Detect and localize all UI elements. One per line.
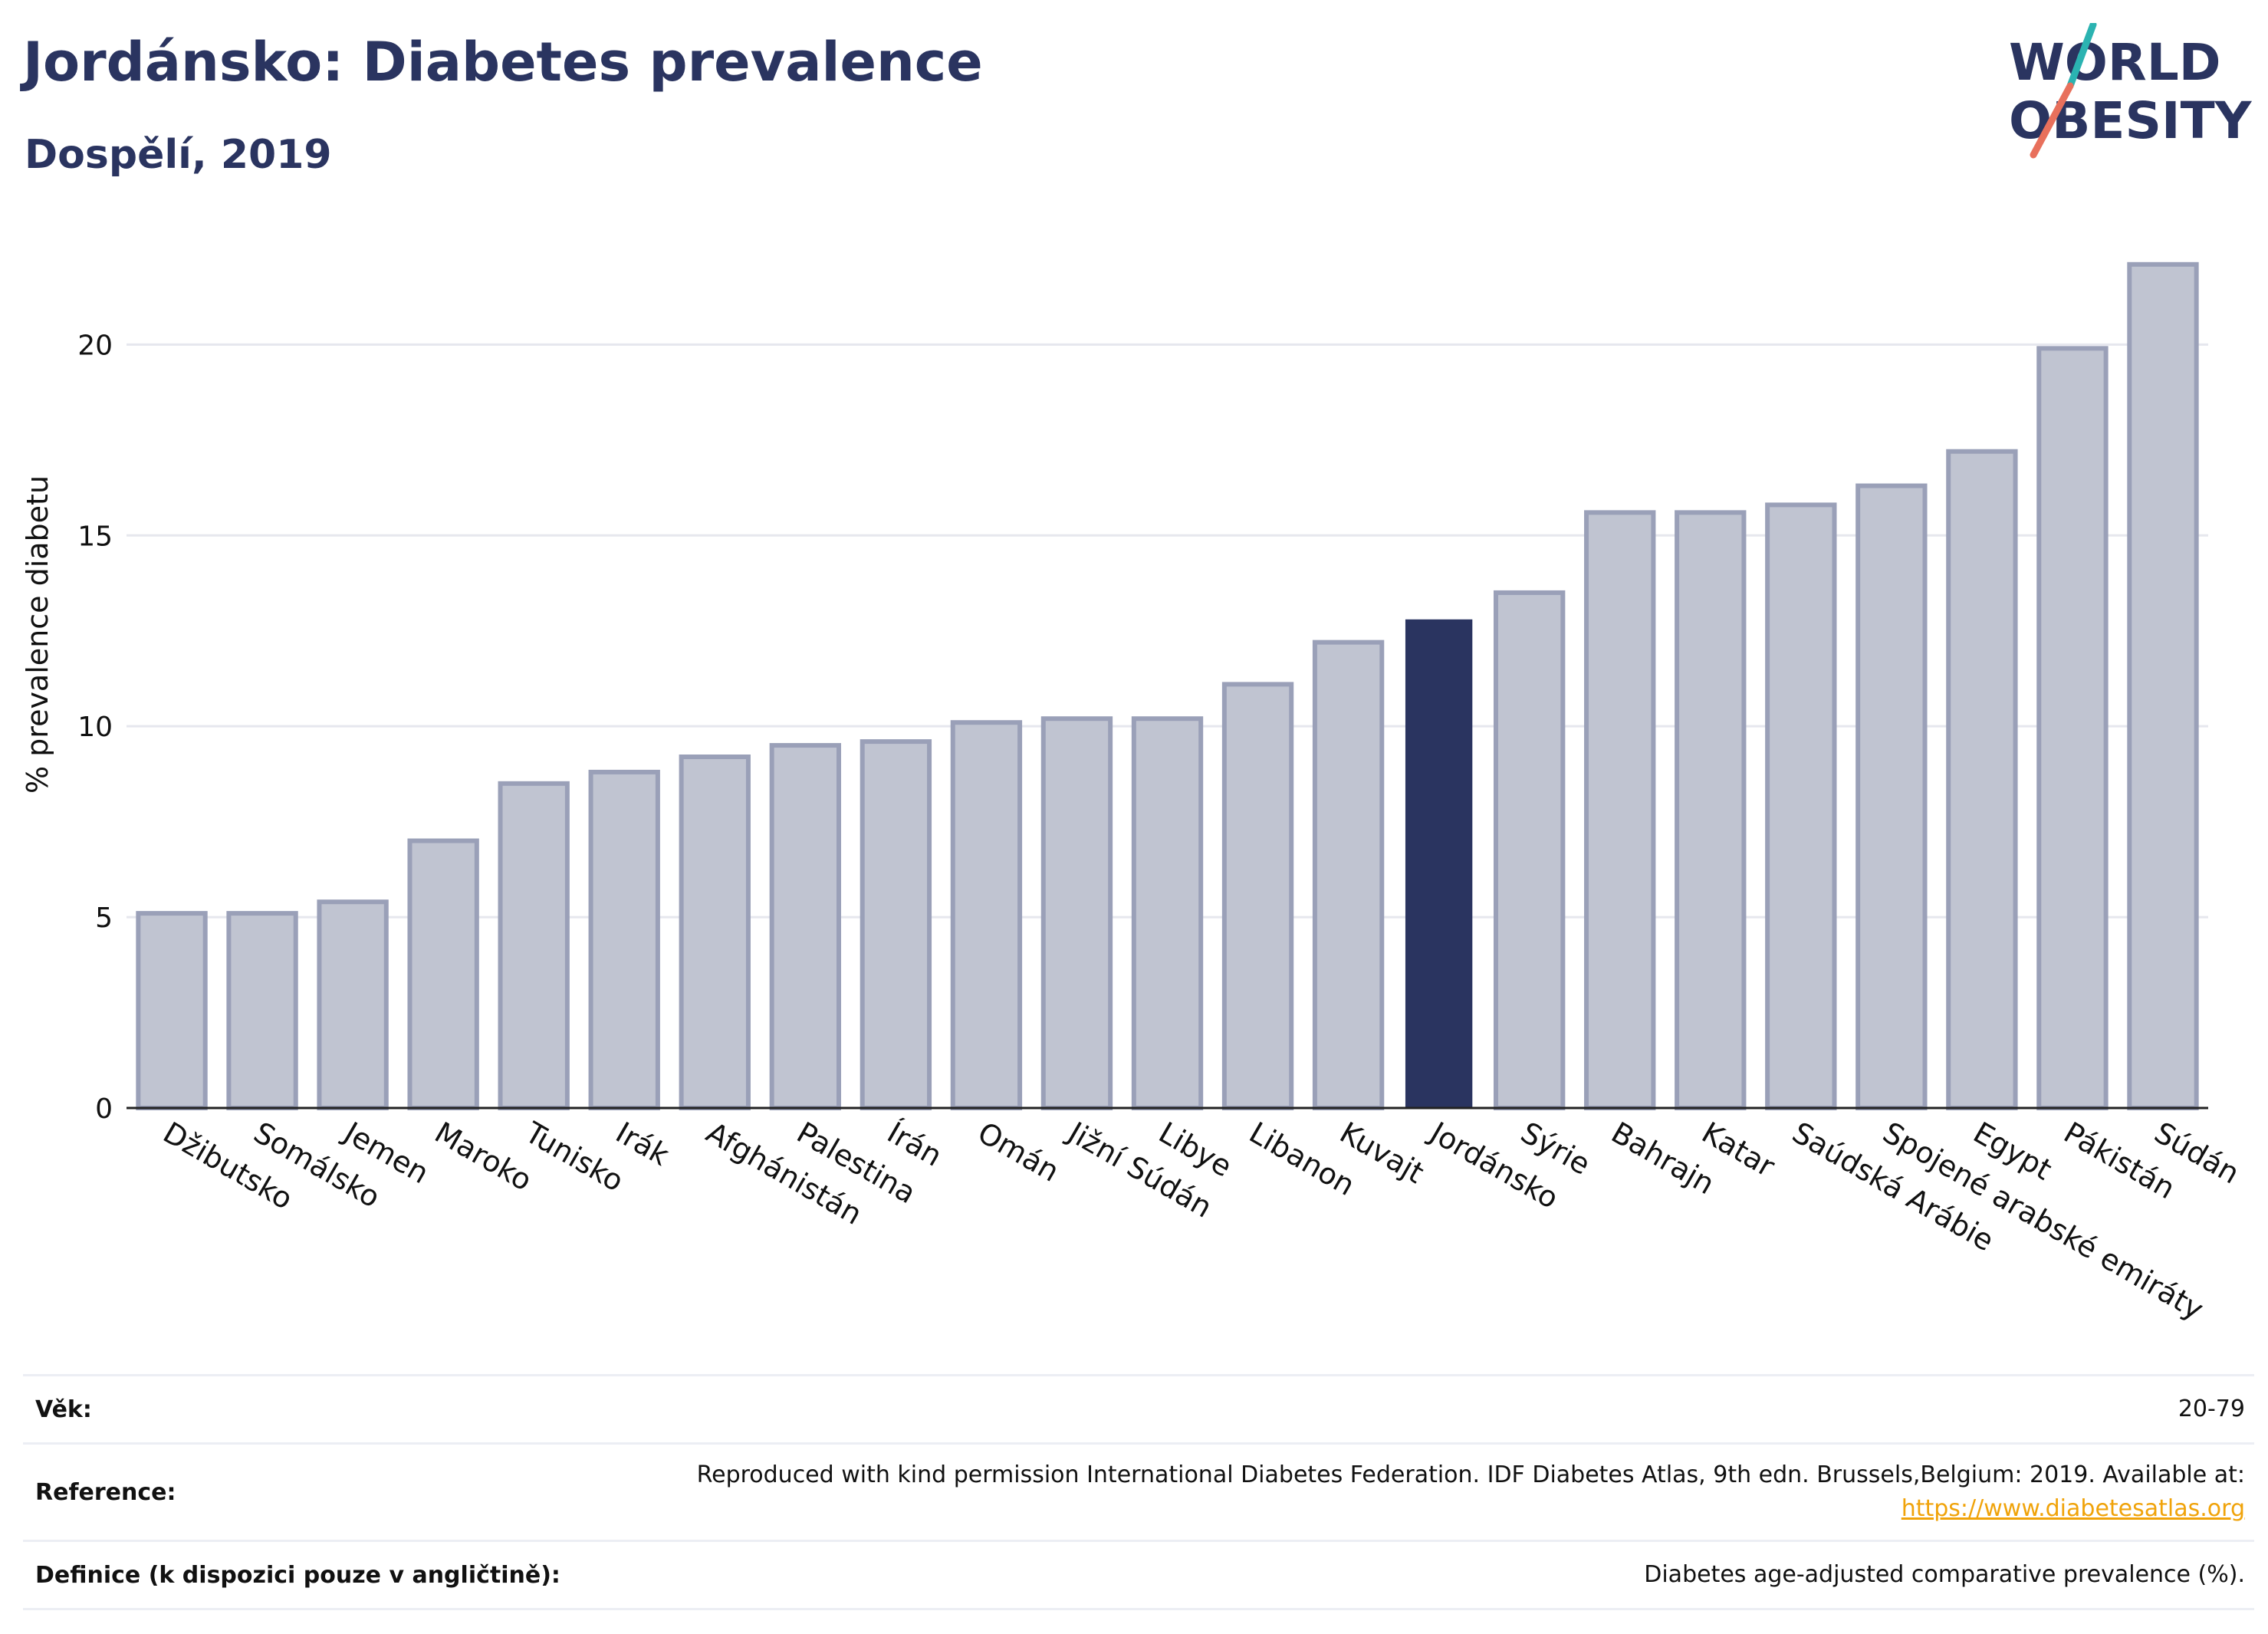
bar-17 bbox=[1675, 510, 1747, 1110]
bar-12 bbox=[1221, 682, 1294, 1110]
x-tick-label: Bahrajn bbox=[1606, 1116, 1720, 1202]
logo-slash-teal bbox=[2066, 23, 2097, 90]
definition-label: Definice (k dispozici pouze v angličtině… bbox=[23, 1540, 597, 1610]
bar-3 bbox=[407, 838, 479, 1110]
reference-value: Reproduced with kind permission Internat… bbox=[596, 1442, 2254, 1542]
bar-11 bbox=[1131, 716, 1204, 1111]
y-tick-label: 20 bbox=[77, 330, 113, 361]
bar-19 bbox=[1855, 483, 1928, 1110]
info-row-reference: Reference: Reproduced with kind permissi… bbox=[23, 1442, 2254, 1542]
bar-4 bbox=[498, 781, 570, 1110]
bar-16 bbox=[1584, 510, 1656, 1110]
bar-22 bbox=[2127, 261, 2199, 1111]
bar-10 bbox=[1040, 716, 1113, 1111]
chart-subtitle: Dospělí, 2019 bbox=[25, 132, 332, 178]
y-tick-label: 15 bbox=[77, 521, 113, 552]
reference-label: Reference: bbox=[23, 1442, 597, 1542]
bar-1 bbox=[226, 911, 298, 1110]
logo-slash-coral bbox=[2030, 82, 2074, 159]
x-tick-label: Maroko bbox=[429, 1116, 538, 1198]
chart-title: Jordánsko: Diabetes prevalence bbox=[23, 31, 983, 94]
bar-21 bbox=[2036, 346, 2109, 1110]
y-tick-label: 0 bbox=[95, 1093, 113, 1125]
age-label: Věk: bbox=[23, 1374, 597, 1445]
definition-value: Diabetes age-adjusted comparative preval… bbox=[596, 1540, 2254, 1610]
bars bbox=[136, 261, 2199, 1111]
bar-20 bbox=[1946, 449, 2018, 1110]
bar-5 bbox=[588, 769, 660, 1110]
info-table: Věk: 20-79 Reference: Reproduced with ki… bbox=[23, 1374, 2254, 1610]
bar-6 bbox=[679, 755, 751, 1110]
bar-8 bbox=[860, 739, 932, 1111]
bar-15 bbox=[1493, 590, 1566, 1110]
bar-2 bbox=[317, 899, 389, 1111]
bar-18 bbox=[1765, 502, 1837, 1110]
bar-9 bbox=[950, 720, 1023, 1111]
age-value: 20-79 bbox=[596, 1374, 2254, 1445]
info-row-age: Věk: 20-79 bbox=[23, 1374, 2254, 1445]
bar-0 bbox=[136, 911, 208, 1110]
world-obesity-logo: WORLD OBESITY bbox=[2009, 23, 2253, 159]
y-tick-label: 10 bbox=[77, 712, 113, 743]
reference-text: Reproduced with kind permission Internat… bbox=[696, 1461, 2245, 1488]
y-axis-label: % prevalence diabetu bbox=[21, 475, 54, 794]
y-tick-label: 5 bbox=[95, 902, 113, 934]
bar-13 bbox=[1312, 639, 1385, 1110]
logo-line1: WORLD bbox=[2009, 33, 2221, 92]
x-tick-label: Omán bbox=[972, 1116, 1065, 1189]
y-tick-labels: 0 5 10 15 20 bbox=[77, 330, 113, 1125]
info-row-definition: Definice (k dispozici pouze v angličtině… bbox=[23, 1540, 2254, 1610]
reference-link[interactable]: https://www.diabetesatlas.org bbox=[1901, 1495, 2245, 1522]
x-tick-label: Tunisko bbox=[519, 1115, 629, 1198]
bar-chart: 0 5 10 15 20 DžibutskoSomálskoJemenMarokoTun… bbox=[21, 261, 2246, 1327]
bar-7 bbox=[769, 743, 842, 1111]
bar-14 bbox=[1405, 619, 1473, 1108]
